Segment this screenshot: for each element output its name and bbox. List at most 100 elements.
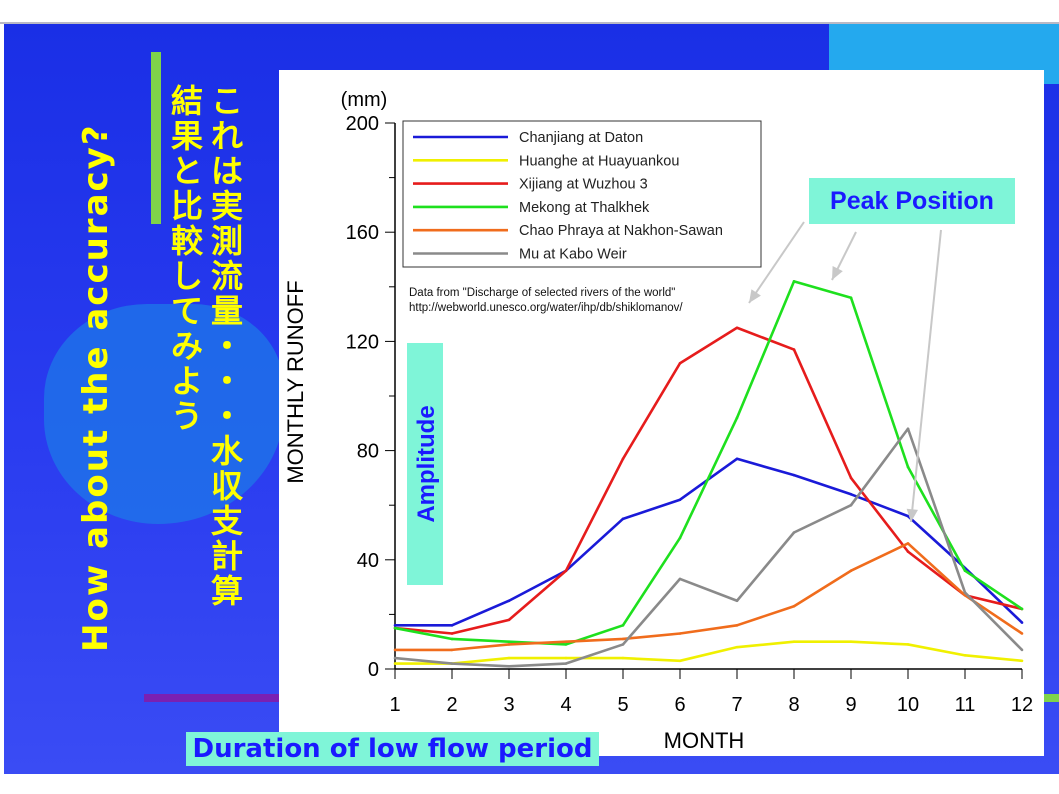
- amplitude-label: Amplitude: [413, 405, 440, 522]
- data-point: [621, 637, 625, 641]
- x-tick-label: 3: [503, 694, 514, 716]
- data-point: [792, 280, 796, 283]
- data-point: [735, 326, 739, 330]
- series-line: [395, 640, 1023, 665]
- data-point: [564, 640, 568, 643]
- data-point: [450, 632, 454, 635]
- data-point: [849, 569, 853, 573]
- data-point: [450, 662, 454, 665]
- data-point: [792, 348, 796, 351]
- x-tick-label: 7: [731, 694, 742, 716]
- data-point: [678, 659, 682, 663]
- data-point: [564, 643, 568, 646]
- data-point: [621, 656, 625, 660]
- japanese-char: れ: [210, 117, 243, 155]
- x-tick-label: 6: [674, 694, 685, 716]
- japanese-char: 比: [170, 187, 203, 225]
- data-point: [678, 536, 682, 540]
- y-tick-label: 200: [346, 113, 379, 135]
- data-point: [621, 517, 625, 521]
- data-point: [906, 465, 910, 469]
- japanese-char: 支: [210, 502, 243, 540]
- y-tick-label: 120: [346, 331, 379, 353]
- data-point: [792, 604, 796, 608]
- legend-label: Mu at Kabo Weir: [519, 247, 627, 263]
- data-point: [678, 577, 682, 581]
- data-point: [678, 632, 682, 635]
- japanese-char: 量: [210, 292, 243, 330]
- data-point: [450, 624, 454, 627]
- x-tick-label: 5: [617, 694, 628, 716]
- data-point: [1020, 632, 1024, 635]
- data-point: [906, 643, 910, 646]
- japanese-char: 水: [210, 432, 243, 470]
- data-point: [735, 645, 739, 649]
- data-point: [906, 542, 910, 545]
- data-point: [963, 569, 967, 573]
- peak-position-label: Peak Position: [830, 187, 994, 215]
- data-point: [393, 624, 397, 627]
- data-point: [1020, 607, 1024, 611]
- data-point: [906, 550, 910, 553]
- x-axis-label: MONTH: [664, 728, 745, 753]
- data-point: [1020, 659, 1024, 663]
- data-point: [906, 514, 910, 518]
- data-point: [450, 648, 454, 652]
- japanese-char: と: [170, 152, 203, 190]
- data-point: [507, 640, 511, 643]
- data-point: [507, 656, 511, 660]
- x-tick-label: 9: [845, 694, 856, 716]
- data-point: [393, 662, 397, 665]
- japanese-char: こ: [210, 82, 243, 120]
- data-point: [507, 643, 511, 646]
- japanese-char: 実: [210, 187, 243, 225]
- accent-bar: [144, 694, 284, 702]
- data-point: [849, 296, 853, 300]
- japanese-char: 計: [210, 537, 243, 575]
- data-point: [393, 626, 397, 630]
- japanese-char: ・: [210, 362, 243, 400]
- x-tick-label: 10: [897, 694, 919, 716]
- data-point: [849, 640, 853, 643]
- data-point: [906, 427, 910, 431]
- japanese-char: う: [170, 397, 203, 435]
- y-tick-label: 0: [368, 659, 379, 681]
- x-tick-label: 11: [955, 694, 976, 716]
- data-point: [678, 498, 682, 502]
- series-line: [395, 542, 1023, 652]
- data-point: [792, 640, 796, 643]
- peak-position-box: [809, 178, 1015, 224]
- arrow-head: [906, 508, 918, 522]
- data-point: [792, 473, 796, 477]
- japanese-char: 流: [210, 257, 243, 295]
- data-point: [849, 476, 853, 480]
- legend-label: Huanghe at Huayuankou: [519, 153, 679, 169]
- source-note: http://webworld.unesco.org/water/ihp/db/…: [409, 302, 683, 314]
- japanese-char: は: [210, 152, 243, 190]
- annotation-arrow: [910, 229, 942, 523]
- y-axis-label: MONTHLY RUNOFF: [283, 280, 308, 483]
- data-point: [450, 637, 454, 641]
- japanese-text-column-1: これは実測流量・・・水収支計算: [207, 84, 247, 609]
- amplitude-box: [407, 343, 443, 585]
- japanese-char: よ: [170, 362, 203, 400]
- japanese-char: 果: [170, 117, 203, 155]
- arrow-head: [749, 289, 761, 303]
- data-point: [564, 656, 568, 660]
- data-point: [735, 457, 739, 461]
- data-point: [735, 624, 739, 627]
- accent-bar: [151, 52, 161, 224]
- vertical-title: How about the accuracy?: [76, 123, 116, 652]
- x-tick-label: 12: [1011, 694, 1033, 716]
- y-unit-label: (mm): [341, 89, 388, 111]
- data-point: [621, 624, 625, 627]
- annotation-arrow: [748, 221, 805, 304]
- series-line: [394, 280, 1023, 646]
- source-note: Data from "Discharge of selected rivers …: [409, 287, 675, 299]
- data-point: [621, 457, 625, 461]
- japanese-char: 結: [170, 82, 203, 120]
- y-tick-label: 160: [346, 222, 379, 244]
- legend-label: Xijiang at Wuzhou 3: [519, 177, 648, 193]
- japanese-text-column-2: 結果と比較してみよう: [167, 84, 207, 434]
